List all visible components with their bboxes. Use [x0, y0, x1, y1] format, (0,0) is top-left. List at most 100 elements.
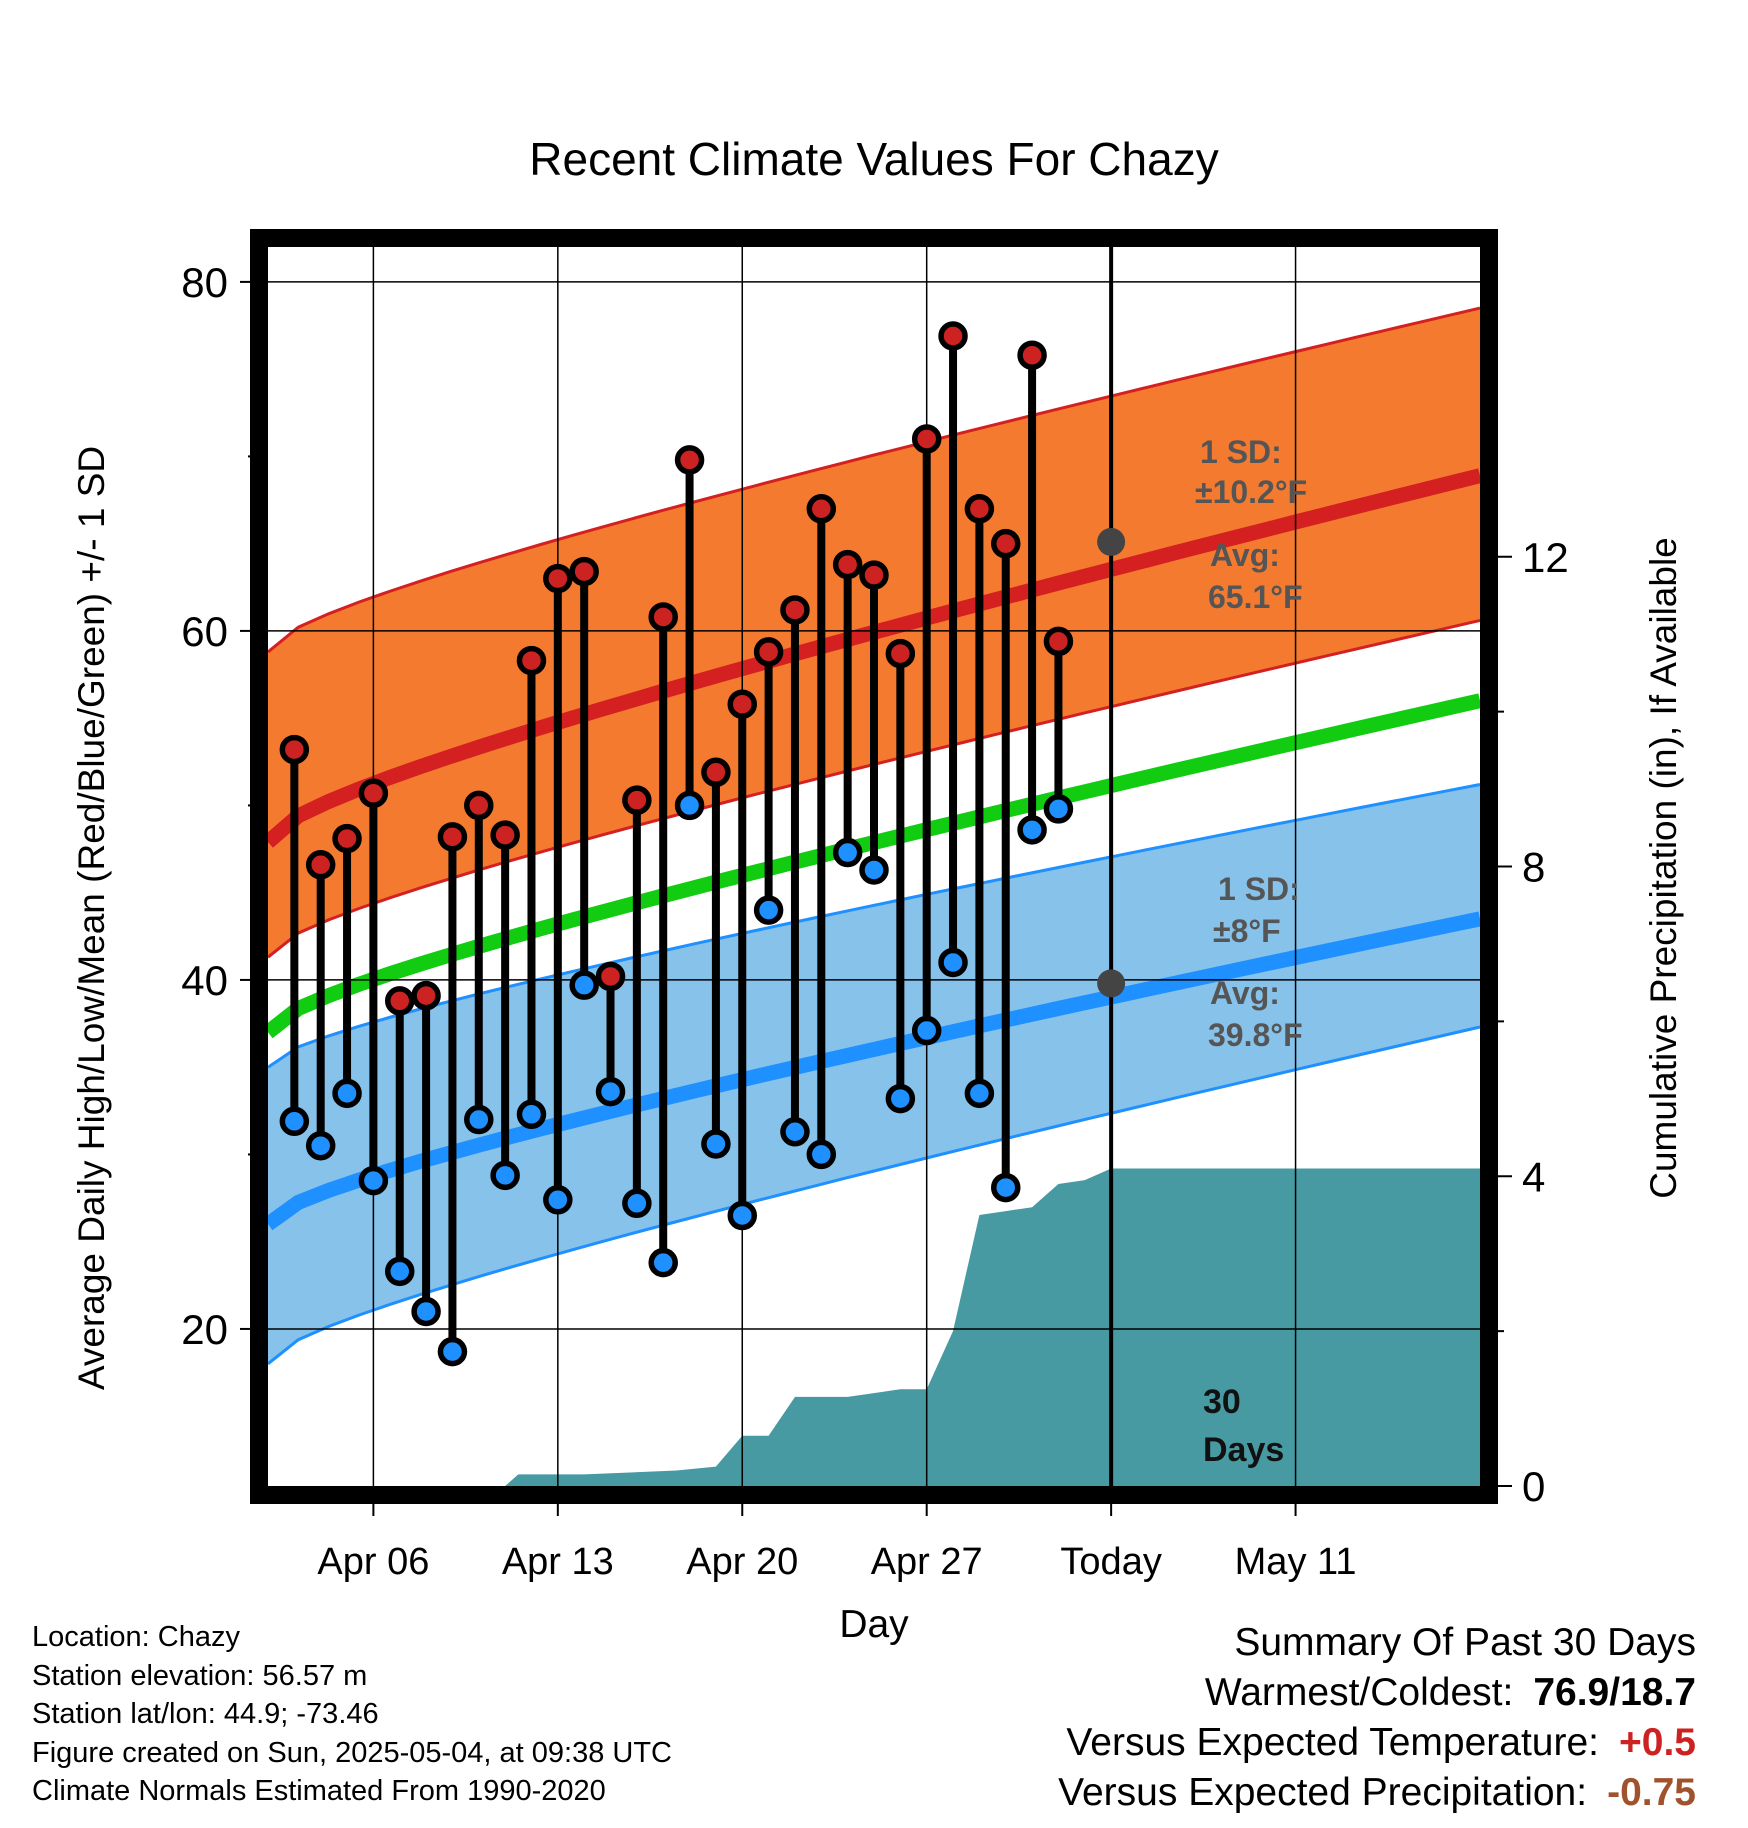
- x-tick-label: May 11: [1235, 1541, 1357, 1583]
- high-temp-point: [780, 595, 810, 625]
- location-text: Location: Chazy: [32, 1621, 240, 1653]
- summary-title: Summary Of Past 30 Days: [1234, 1621, 1696, 1664]
- high-avg-value: 65.1°F: [1208, 579, 1303, 615]
- low-temp-point: [358, 1165, 389, 1196]
- high-temp-point: [832, 549, 863, 580]
- high-sd-label: 1 SD:: [1200, 434, 1282, 470]
- high-temp-point: [622, 785, 652, 815]
- created-text: Figure created on Sun, 2025-05-04, at 09…: [32, 1736, 672, 1769]
- high-temp-point: [990, 528, 1021, 559]
- low-temp-point: [648, 1247, 678, 1278]
- chart-title: Recent Climate Values For Chazy: [529, 133, 1218, 185]
- low-temp-point: [674, 790, 705, 821]
- low-temp-point: [964, 1078, 995, 1109]
- low-temp-point: [384, 1256, 415, 1287]
- low-sd-label: 1 SD:: [1218, 871, 1300, 907]
- low-temp-point: [938, 947, 968, 978]
- low-temp-point: [332, 1078, 362, 1109]
- high-temp-point: [305, 850, 336, 880]
- high-avg-label: Avg:: [1210, 537, 1280, 573]
- x-tick-label: Apr 20: [686, 1541, 798, 1583]
- low-temp-point: [832, 837, 863, 868]
- high-temp-point: [701, 757, 731, 788]
- precip-days-label: 30: [1203, 1383, 1241, 1421]
- y-tick-label: 40: [181, 957, 228, 1004]
- plot-area: 1 SD: ±10.2°F Avg: 65.1°F 1 SD: ±8°F Avg: 39.8°…: [181, 229, 1569, 1583]
- x-axis-label: Day: [839, 1603, 909, 1646]
- low-temp-point: [727, 1200, 758, 1231]
- high-temp-point: [1017, 340, 1047, 370]
- x-tick-label: Apr 06: [317, 1541, 429, 1583]
- low-sd-value: ±8°F: [1213, 913, 1281, 949]
- low-temp-point: [622, 1188, 652, 1219]
- high-temp-point: [437, 822, 468, 852]
- high-temp-point: [806, 494, 837, 524]
- y-tick-label: 80: [181, 259, 228, 306]
- high-temp-point: [516, 645, 547, 676]
- high-temp-point: [595, 961, 626, 992]
- temp-departure-row: Versus Expected Temperature: +0.5: [1058, 1718, 1696, 1768]
- y2-axis-label: Cumulative Precipitation (in), If Availa…: [1643, 537, 1684, 1199]
- warmest-coldest-row: Warmest/Coldest: 76.9/18.7: [1058, 1668, 1696, 1718]
- low-temp-point: [464, 1104, 494, 1135]
- high-temp-point: [885, 638, 916, 669]
- low-temp-point: [516, 1099, 547, 1130]
- high-temp-point: [648, 602, 678, 632]
- high-temp-point: [938, 321, 968, 351]
- temp-departure-value: +0.5: [1619, 1721, 1696, 1764]
- precipitation-area: [505, 1168, 1481, 1486]
- high-temp-point: [490, 820, 520, 850]
- low-normal-line: [263, 911, 1482, 1231]
- low-temp-point: [490, 1160, 520, 1191]
- y2-tick-label: 4: [1522, 1153, 1545, 1200]
- today-high-avg-marker: [1097, 527, 1126, 556]
- high-temp-point: [753, 637, 784, 667]
- low-temp-point: [411, 1296, 441, 1327]
- y2-tick-label: 12: [1522, 534, 1569, 581]
- today-low-avg-marker: [1097, 969, 1126, 998]
- temp-departure-label: Versus Expected Temperature:: [1066, 1721, 1599, 1764]
- low-temp-point: [885, 1083, 916, 1114]
- low-avg-label: Avg:: [1210, 975, 1280, 1011]
- low-temp-point: [753, 895, 784, 925]
- high-temp-point: [1043, 626, 1074, 657]
- high-temp-point: [911, 424, 942, 454]
- high-temp-point: [674, 445, 705, 475]
- y2-tick-label: 8: [1522, 844, 1545, 891]
- y2-tick-label: 0: [1522, 1463, 1545, 1510]
- low-temp-point: [305, 1130, 336, 1161]
- high-temp-point: [543, 563, 573, 594]
- low-avg-value: 39.8°F: [1208, 1017, 1303, 1053]
- high-temp-point: [727, 689, 758, 719]
- high-temp-point: [411, 980, 441, 1011]
- y-axis-label: Average Daily High/Low/Mean (Red/Blue/Gr…: [71, 446, 112, 1390]
- low-temp-point: [569, 970, 599, 1000]
- high-temp-point: [332, 823, 362, 854]
- low-temp-point: [279, 1106, 310, 1137]
- low-temp-point: [1043, 794, 1074, 824]
- precip-departure-row: Versus Expected Precipitation: -0.75: [1058, 1768, 1696, 1818]
- high-temp-point: [464, 790, 494, 821]
- precip-departure-label: Versus Expected Precipitation:: [1058, 1771, 1588, 1814]
- high-temp-point: [384, 986, 415, 1016]
- low-temp-point: [780, 1117, 810, 1147]
- low-temp-point: [806, 1139, 837, 1170]
- precip-days-label: Days: [1203, 1431, 1284, 1469]
- elevation-text: Station elevation: 56.57 m: [32, 1659, 368, 1692]
- normals-text: Climate Normals Estimated From 1990-2020: [32, 1775, 606, 1807]
- high-temp-point: [859, 560, 889, 590]
- high-temp-point: [569, 556, 599, 587]
- warmest-coldest-label: Warmest/Coldest:: [1204, 1671, 1514, 1714]
- low-sd-band-upper-edge: [267, 783, 1481, 1069]
- low-sd-band-fill: [268, 784, 1480, 1364]
- precip-departure-value: -0.75: [1607, 1771, 1696, 1814]
- x-tick-label: Apr 27: [871, 1541, 983, 1583]
- high-temp-point: [964, 494, 995, 524]
- station-info: Location: Chazy Station elevation: 56.57…: [32, 1618, 672, 1811]
- x-tick-label: Apr 13: [502, 1541, 614, 1583]
- low-temp-point: [437, 1336, 468, 1367]
- low-sd-band-lower-edge: [267, 1025, 1481, 1365]
- low-temp-point: [595, 1076, 626, 1107]
- latlon-text: Station lat/lon: 44.9; -73.46: [32, 1698, 379, 1730]
